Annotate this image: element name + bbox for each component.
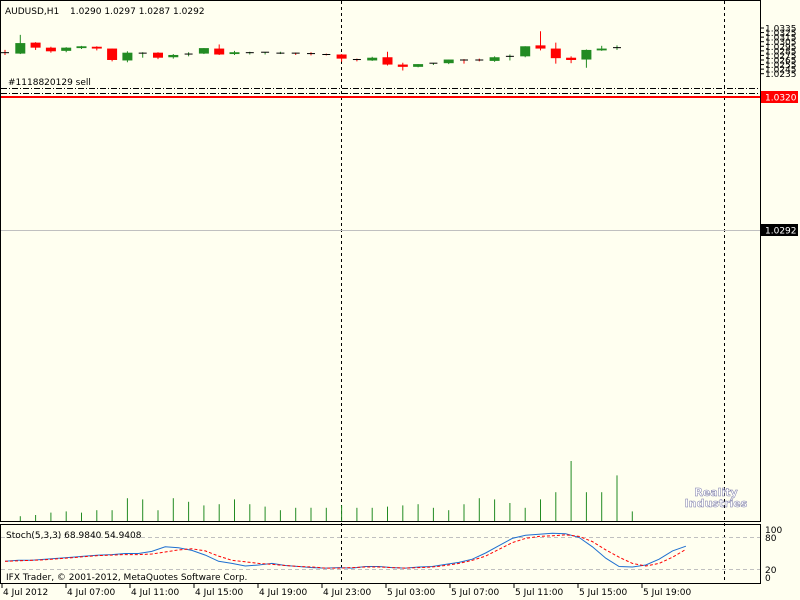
stoch-level-label: 100 (765, 526, 782, 536)
time-axis: 4 Jul 2012 4 Jul 07:00 4 Jul 11:00 4 Jul 15… (1, 584, 692, 598)
candle-body (168, 54, 179, 58)
candle-body (367, 57, 378, 61)
current-price-tag: 1.0292 (765, 227, 797, 237)
watermark-line1: Reality (694, 486, 737, 499)
price-axis: 1.03351.03251.03151.03051.02951.02851.02… (760, 25, 797, 80)
candle-body (520, 46, 531, 57)
time-tick-label: 4 Jul 15:00 (195, 588, 244, 598)
candle-body (76, 46, 87, 49)
price-tick-label: 1.0295 (765, 43, 797, 53)
candles (1, 31, 621, 71)
time-tick-label: 4 Jul 23:00 (323, 588, 372, 598)
candle-body (45, 47, 56, 52)
candle-body (229, 52, 240, 55)
candle-body (15, 43, 26, 54)
candle-body (153, 52, 163, 58)
order-label: #1118820129 sell (8, 78, 91, 88)
time-tick-label: 5 Jul 03:00 (387, 588, 436, 598)
candle-body (566, 57, 577, 60)
stoch-level-label: 0 (765, 574, 771, 584)
candle-body (581, 49, 592, 60)
price-tick-label: 1.0315 (765, 34, 797, 44)
candle-body (596, 48, 607, 51)
candle-body (107, 48, 118, 60)
price-tick-label: 1.0305 (765, 38, 797, 48)
volume-bars (19, 461, 633, 521)
candle-body (489, 57, 500, 61)
ohlc-readout: 1.0290 1.0297 1.0287 1.0292 (70, 7, 205, 17)
price-tick-label: 1.0275 (765, 52, 797, 62)
candle-body (198, 48, 209, 54)
candle-body (413, 64, 424, 67)
price-tick-label: 1.0265 (765, 56, 797, 66)
order-price-tag: 1.0320 (765, 94, 797, 104)
main-panel-frame (0, 0, 761, 522)
watermark-line2: Industries (685, 497, 748, 510)
time-tick-label: 4 Jul 07:00 (67, 588, 116, 598)
candle-body (397, 64, 408, 67)
candle-body (535, 45, 546, 49)
time-tick-label: 4 Jul 2012 (3, 588, 48, 598)
price-tick-label: 1.0245 (765, 66, 797, 76)
price-tick-label: 1.0255 (765, 61, 797, 71)
candle-body (382, 57, 393, 65)
stoch-level-label: 80 (765, 534, 777, 544)
time-tick-label: 4 Jul 11:00 (131, 588, 180, 598)
stoch-label: Stoch(5,3,3) 68.9840 54.9408 (6, 531, 142, 541)
copyright: IFX Trader, © 2001-2012, MetaQuotes Soft… (6, 573, 247, 583)
time-tick-label: 5 Jul 15:00 (579, 588, 628, 598)
symbol-timeframe: AUDUSD,H1 (5, 7, 59, 17)
candle-body (30, 42, 41, 48)
time-tick-label: 5 Jul 19:00 (643, 588, 692, 598)
candle-body (443, 59, 454, 64)
price-tick-label: 1.0325 (765, 29, 797, 39)
stoch-level-label: 20 (765, 566, 777, 576)
price-tick-label: 1.0235 (765, 70, 797, 80)
price-tick-label: 1.0335 (765, 25, 797, 35)
time-tick-label: 5 Jul 11:00 (515, 588, 564, 598)
candle-body (214, 48, 225, 55)
current-price-tag-bg (761, 224, 798, 236)
stoch-signal-line (4, 534, 687, 569)
candle-body (61, 47, 72, 51)
candle-body (122, 52, 133, 61)
candle-body (91, 46, 102, 49)
candle-body (336, 54, 347, 59)
price-tick-label: 1.0285 (765, 47, 797, 57)
order-price-tag-bg (761, 91, 798, 103)
candle-body (550, 48, 561, 59)
stoch-panel-frame (0, 524, 761, 584)
stoch-lines (4, 532, 687, 569)
time-tick-label: 5 Jul 07:00 (451, 588, 500, 598)
time-tick-label: 4 Jul 19:00 (259, 588, 308, 598)
